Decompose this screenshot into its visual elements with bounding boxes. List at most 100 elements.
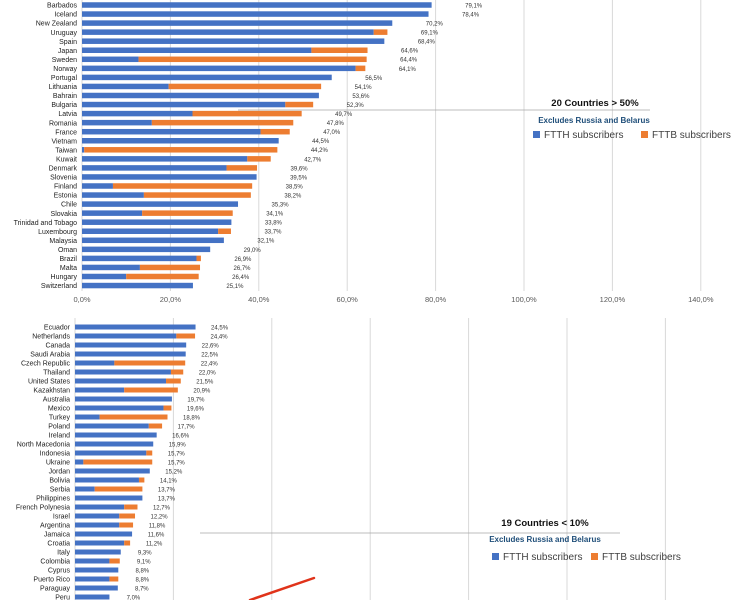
ftth-bar [82,29,374,35]
data-label: 13,7% [158,487,176,493]
ftth-bar [75,324,196,330]
ftth-bar [75,513,120,519]
category-label: Canada [45,343,70,350]
data-label: 52,3% [347,103,365,109]
fttb-bar [247,156,271,162]
ftth-bar [82,273,127,280]
annotation-title: 19 Countries < 10% [501,518,589,529]
ftth-bar [75,531,133,537]
data-label: 44,5% [312,139,330,145]
fttb-bar [84,147,278,153]
category-label: Paraguay [40,586,70,593]
category-label: Malta [60,265,77,272]
annotation-subtitle: Excludes Russia and Belarus [489,535,601,544]
ftth-bar [75,549,121,555]
category-label: Luxembourg [38,229,77,236]
legend-label: FTTB subscribers [652,130,731,141]
data-label: 24,4% [211,334,229,340]
ftth-bar [82,228,219,234]
category-label: Romania [49,120,77,127]
ftth-bar [82,264,140,271]
data-label: 8,8% [135,568,149,574]
category-label: Slovakia [51,211,78,218]
ftth-bar [75,540,125,546]
ftth-bar [82,20,393,26]
fttb-bar [138,56,367,63]
data-label: 39,5% [290,175,308,181]
fttb-bar [99,414,168,420]
fttb-bar [163,405,172,411]
data-label: 33,7% [264,230,282,236]
category-label: Croatia [47,541,70,548]
category-label: Israel [53,514,71,521]
ftth-bar [82,110,193,117]
data-label: 56,5% [365,76,383,82]
fttb-bar [124,540,131,546]
category-label: Turkey [49,415,71,422]
ftth-bar [82,2,432,8]
data-label: 44,2% [311,148,329,154]
category-label: Spain [59,39,77,46]
fttb-bar [196,255,201,262]
fttb-bar [119,513,136,519]
data-label: 53,6% [352,94,370,100]
ftth-bar [82,174,257,180]
data-label: 15,7% [168,460,186,466]
category-label: Estonia [54,193,77,200]
category-label: Poland [48,424,70,431]
data-label: 11,6% [148,532,165,538]
data-label: 79,1% [465,3,483,9]
ftth-bar [75,441,154,447]
ftth-bar [75,567,119,573]
ftth-bar [82,119,152,126]
ftth-bar [82,192,144,198]
data-label: 20,9% [193,388,211,394]
data-label: 34,1% [266,212,284,218]
category-label: Philippines [36,496,70,503]
ftth-bar [82,156,248,162]
category-label: Puerto Rico [33,577,70,584]
ftth-bar [75,486,95,492]
ftth-bar [75,585,118,591]
ftth-bar [82,83,169,90]
ftth-bar [75,450,147,456]
fttb-bar [126,273,199,280]
category-label: Czech Republic [21,361,71,368]
ftth-bar [75,459,84,465]
ftth-bar [82,101,286,108]
fttb-bar [226,165,258,171]
ftth-bar [82,147,85,153]
category-label: Netherlands [32,334,70,341]
ftth-bar [82,201,239,207]
data-label: 33,8% [265,221,283,227]
ftth-bar [75,369,171,375]
data-label: 78,4% [462,12,480,18]
data-label: 47,8% [327,121,345,127]
fttb-bar [176,333,196,339]
category-label: Portugal [51,75,78,82]
data-label: 26,9% [234,257,252,263]
legend-swatch [591,553,598,560]
annotation-subtitle: Excludes Russia and Belarus [538,116,650,125]
x-tick-label: 0,0% [73,295,90,304]
ftth-bar [82,47,312,53]
category-label: Mexico [48,406,70,413]
data-label: 25,1% [226,284,244,290]
fttb-bar [166,378,181,384]
data-label: 64,1% [399,67,417,73]
ftth-bar [75,594,110,600]
data-label: 35,3% [272,203,290,209]
data-label: 7,0% [127,595,141,600]
ftth-bar [75,504,125,510]
fttb-bar [168,83,322,90]
ftth-bar [75,414,100,420]
x-tick-label: 140,0% [688,295,714,304]
category-label: Iceland [54,12,77,19]
data-label: 26,4% [232,275,250,281]
fttb-bar [109,558,120,564]
data-label: 19,7% [187,397,205,403]
ftth-bar [82,183,113,189]
category-label: Australia [43,397,70,404]
ftth-bar [75,342,187,348]
category-label: Trinidad and Tobago [14,220,78,227]
